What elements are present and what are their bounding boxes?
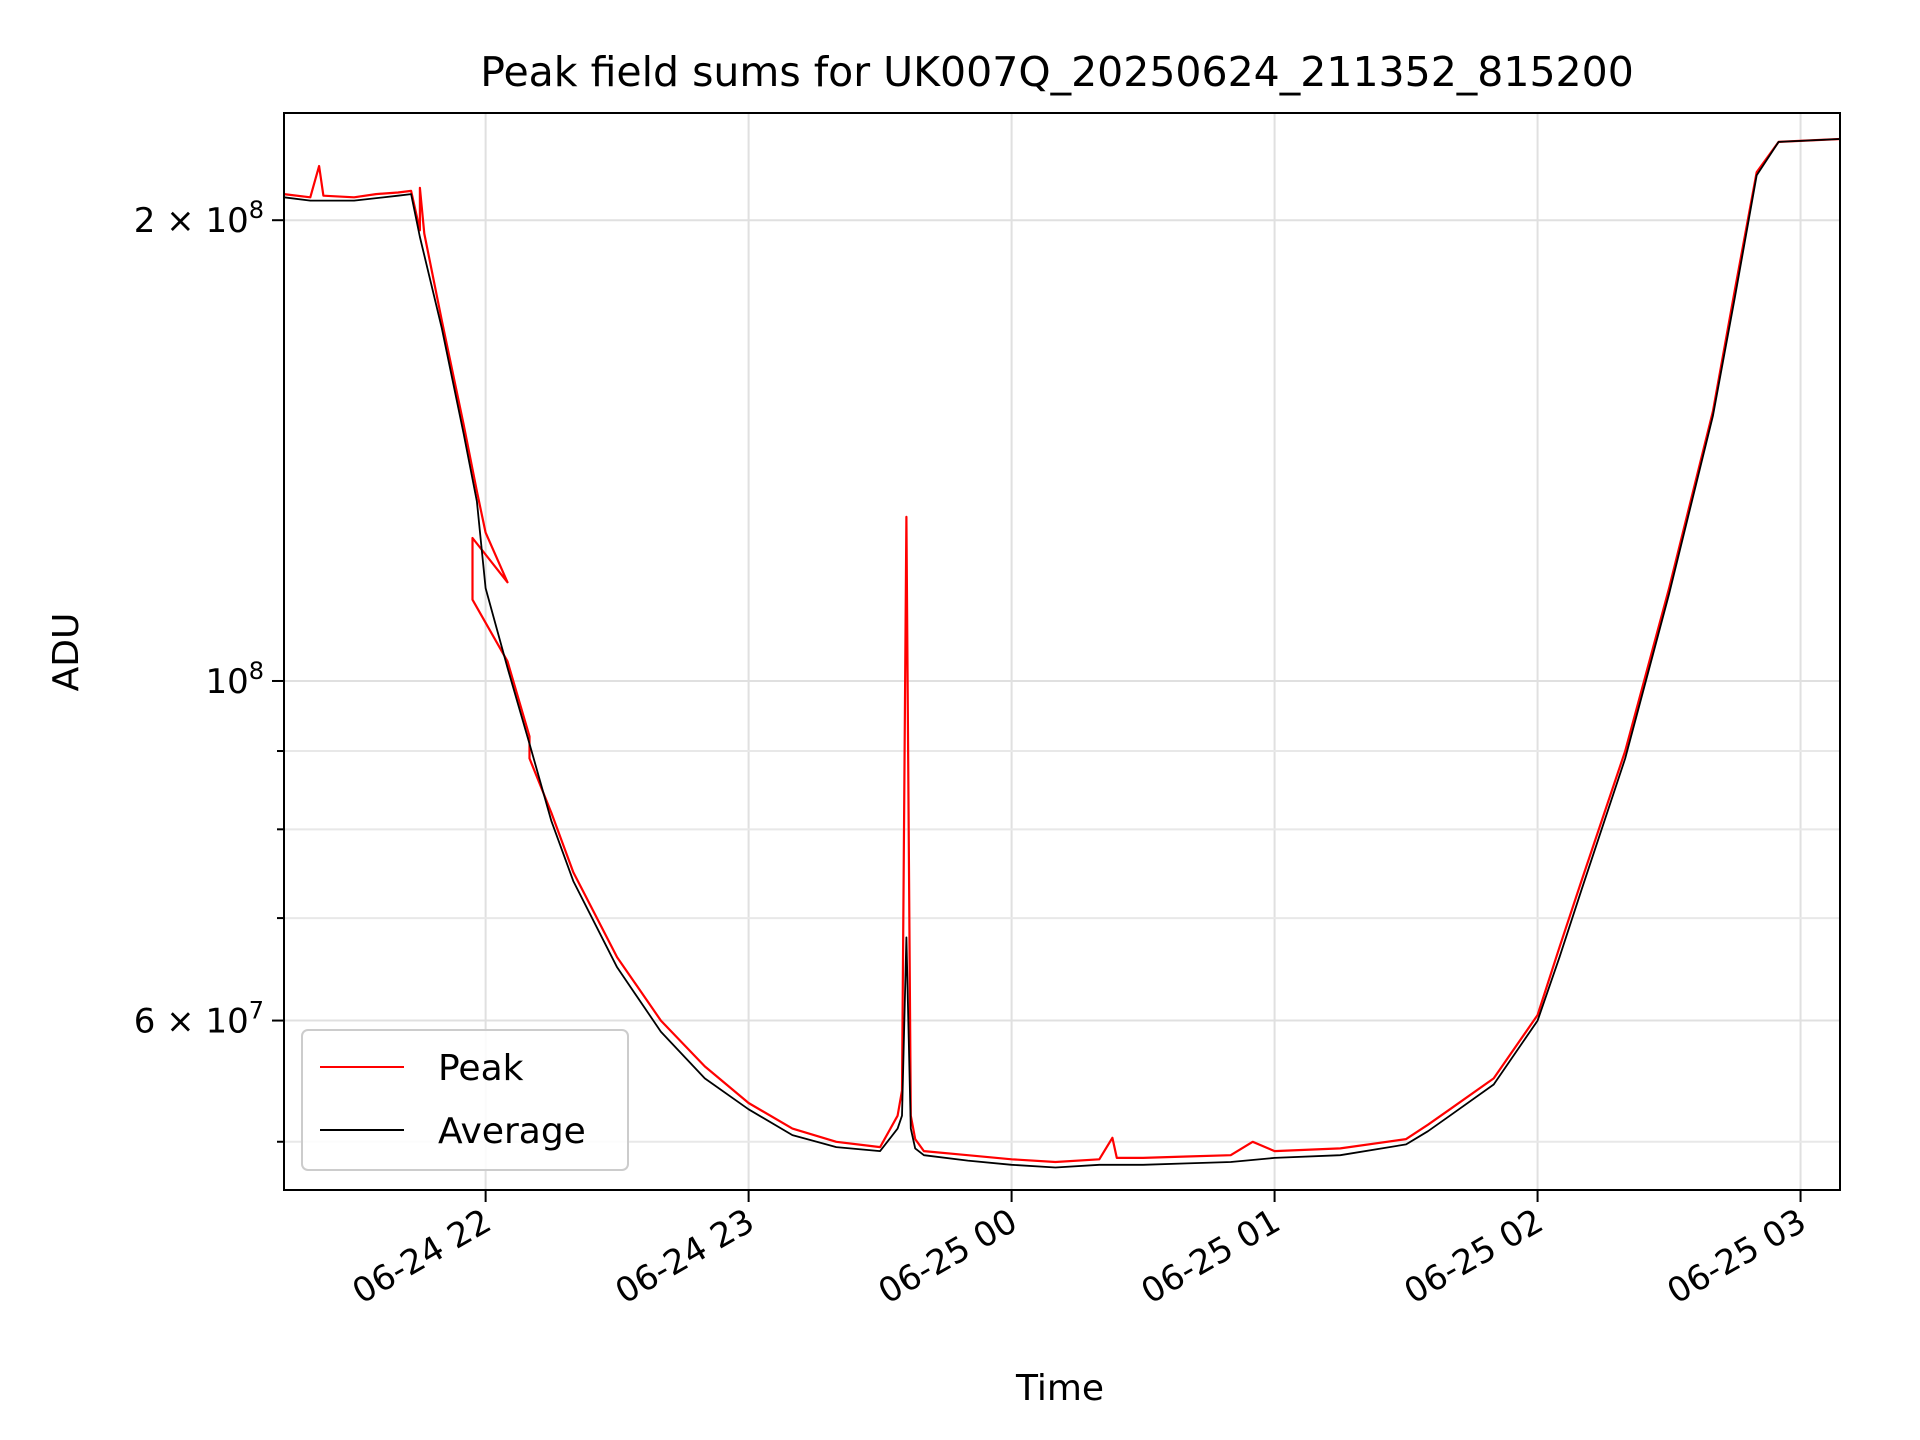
x-axis-label: Time <box>1015 1368 1104 1409</box>
legend: Peak Average <box>301 1029 629 1171</box>
legend-box <box>301 1029 629 1171</box>
y-tick-label-base: 2 × 10 <box>134 201 249 241</box>
y-tick-label: 6 × 107 <box>134 997 264 1042</box>
y-tick-label-exponent: 7 <box>249 997 264 1025</box>
y-tick-label-exponent: 8 <box>249 196 264 224</box>
legend-label-peak: Peak <box>438 1048 524 1089</box>
y-tick-label: 108 <box>205 657 264 702</box>
y-tick-label: 2 × 108 <box>134 196 264 241</box>
plot-frame <box>283 112 1841 1191</box>
y-tick-label-exponent: 8 <box>249 657 264 685</box>
grid-lines <box>284 113 1840 1190</box>
y-tick-label-base: 10 <box>205 662 248 702</box>
series-line-average <box>283 138 1841 1169</box>
y-axis-label: ADU <box>46 613 87 692</box>
y-tick-label-base: 6 × 10 <box>134 1002 249 1042</box>
series-lines <box>283 137 1841 1169</box>
legend-label-average: Average <box>438 1111 586 1152</box>
chart-title: Peak field sums for UK007Q_20250624_2113… <box>480 48 1634 96</box>
series-line-peak <box>283 137 1841 1164</box>
